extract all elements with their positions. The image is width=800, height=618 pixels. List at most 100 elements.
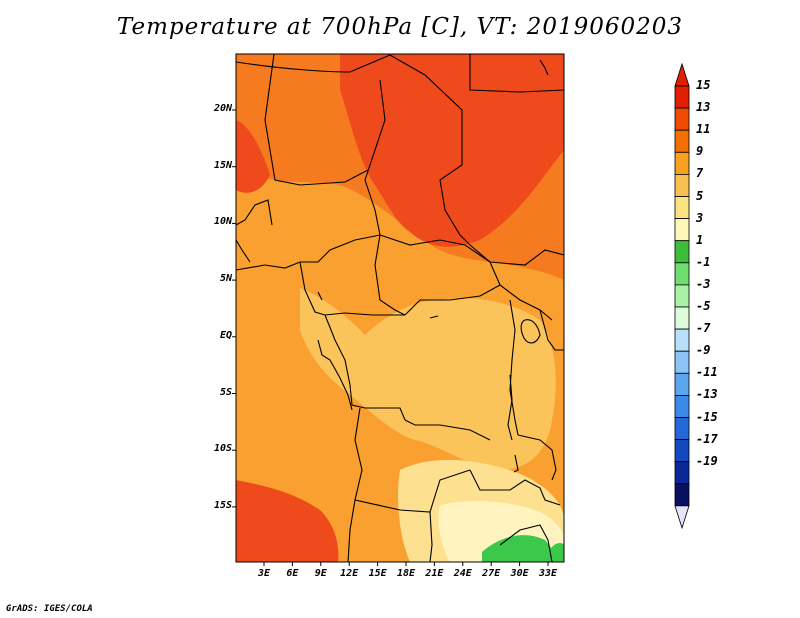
colorbar-segment [674,218,690,242]
axis-ticks [232,109,549,566]
country-borders [236,54,564,562]
colorbar-segment [674,461,690,485]
lake-outline [429,315,439,319]
border-line [539,309,564,351]
colorbar-segment [674,350,690,374]
colorbar-segment [674,240,690,264]
map-title: Temperature at 700hPa [C], VT: 201906020… [116,14,684,40]
border-line [489,261,553,321]
colorbar-label: -17 [696,431,718,446]
colorbar-segment [674,439,690,463]
colorbar-segment [674,262,690,286]
colorbar-segment [674,129,690,153]
border-line [439,179,564,266]
colorbar-segment [674,328,690,352]
field-hot-region [340,54,564,247]
colorbar-label: 11 [696,122,711,137]
colorbar-segment [674,107,690,131]
colorbar-label: -5 [696,299,711,313]
border-line [469,54,564,93]
border-line [374,234,406,316]
colorbar-label: -7 [696,321,711,336]
lat-label: EQ [219,329,232,341]
lon-label: 9E [314,568,327,579]
border-line [517,434,557,481]
colorbar-label: 15 [696,78,711,92]
colorbar-segment [674,173,690,197]
colorbar-label: -1 [696,254,711,269]
colorbar-over-arrow [674,62,690,87]
colorbar-label: 7 [696,166,704,181]
border-line [236,239,251,263]
border-line [404,284,501,316]
field-green-east [551,543,564,562]
coastline [539,59,549,76]
colorbar-label: -15 [696,409,718,424]
colorbar-label: -11 [696,365,718,380]
border-line [509,299,519,436]
border-line [389,54,463,181]
lat-label: 10N [213,216,232,228]
border-line [429,511,433,562]
field-hot-southwest [236,480,339,562]
colorbar-label: -9 [696,343,711,358]
field-green-region [482,535,556,562]
lon-label: 12E [340,568,359,579]
colorbar-segment [674,372,690,396]
colorbar-segment [674,483,690,507]
border-line [469,469,561,506]
lake-outline [317,291,323,301]
map-frame [235,53,565,563]
lon-label: 21E [425,568,444,579]
lake-outline [513,454,519,473]
lake-outline [520,319,541,344]
lon-label: 6E [286,568,299,579]
colorbar-segment [674,394,690,418]
border-line [379,234,491,263]
border-line [236,199,273,226]
lat-label: 5N [219,273,232,285]
lon-label: 27E [482,568,501,579]
field-hot-left [236,120,270,193]
border-line [264,54,369,186]
border-line [404,419,491,441]
border-line [499,524,553,562]
colorbar-under-arrow [674,505,690,530]
lon-label: 3E [257,568,271,579]
border-line [364,79,386,236]
lon-label: 24E [453,568,472,579]
colorbar-label: -19 [696,453,718,468]
grads-credit: GrADS: IGES/COLA [6,604,93,614]
lat-label: 10S [213,443,232,455]
lon-label: 15E [368,568,387,579]
coastline [317,339,353,411]
colorbar-label: 1 [696,232,704,247]
temperature-field [236,54,564,562]
lon-label: 33E [538,568,558,579]
colorbar-label: 5 [696,188,704,203]
lat-label: 15N [213,159,232,171]
border-line [236,54,391,73]
colorbar-label: 3 [696,210,704,225]
lat-label: 15S [213,499,232,511]
lon-label: 18E [396,568,416,579]
lon-label: 30E [510,568,529,579]
border-line [347,407,363,562]
colorbar-segment [674,151,690,175]
colorbar-segment [674,85,690,109]
colorbar-label: -13 [696,387,718,402]
colorbar [674,62,690,530]
colorbar-segment [674,284,690,308]
border-line [236,234,381,271]
colorbar-label: 9 [696,144,704,159]
colorbar-label: 13 [696,100,711,115]
border-line [324,314,406,421]
lat-label: 20N [213,103,232,114]
lat-label: 5S [219,386,232,398]
colorbar-segment [674,306,690,330]
field-mild-region [300,288,556,470]
colorbar-label: -3 [696,276,711,291]
colorbar-segment [674,196,690,220]
colorbar-segment [674,417,690,441]
